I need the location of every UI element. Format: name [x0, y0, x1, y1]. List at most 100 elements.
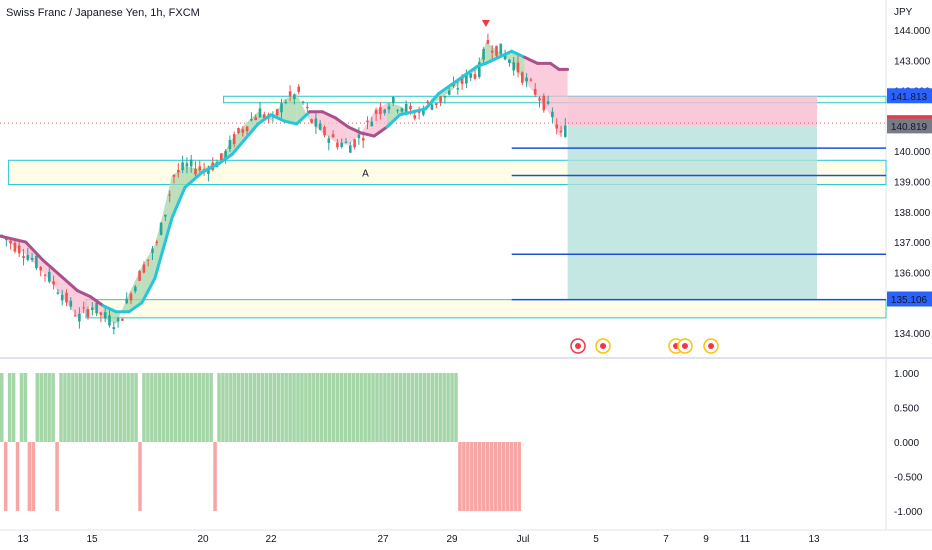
- candle-body: [116, 318, 120, 322]
- price-tick-label: 137.000: [894, 238, 931, 249]
- osc-bar: [118, 373, 122, 442]
- trend-line-seg: [475, 61, 488, 68]
- osc-tick-label: 1.000: [894, 369, 919, 380]
- osc-bar: [138, 442, 142, 511]
- candle-body: [482, 48, 485, 60]
- time-tick-label: 27: [377, 534, 389, 545]
- trend-line-seg: [183, 170, 204, 190]
- osc-bar: [513, 442, 517, 511]
- osc-bar: [146, 373, 150, 442]
- candle-body: [447, 90, 451, 95]
- osc-bar: [462, 442, 466, 511]
- candle-body: [125, 298, 128, 304]
- trend-line-seg: [0, 234, 28, 244]
- trend-line-seg: [462, 64, 479, 77]
- candle-body: [207, 169, 210, 174]
- osc-bar: [158, 373, 162, 442]
- osc-bar: [505, 442, 510, 511]
- candle-body: [22, 256, 25, 259]
- candle-body: [430, 104, 434, 110]
- osc-bar: [371, 373, 375, 442]
- event-icon-dot: [708, 343, 714, 349]
- candle-body: [564, 125, 567, 137]
- osc-bar: [347, 373, 352, 442]
- candle-body: [460, 76, 464, 84]
- osc-bar: [327, 373, 332, 442]
- osc-bar: [319, 373, 324, 442]
- osc-bar: [260, 373, 265, 442]
- candle-body: [91, 307, 94, 311]
- osc-bar: [63, 373, 67, 442]
- trend-fill-2: [43, 260, 61, 294]
- zone-2: [85, 299, 887, 319]
- osc-bar: [142, 373, 146, 442]
- currency-label: JPY: [894, 7, 913, 18]
- osc-bar: [86, 373, 91, 442]
- price-tag-label: 140.819: [891, 122, 928, 133]
- candle-body: [422, 108, 425, 115]
- osc-bar: [205, 373, 209, 442]
- osc-bar: [517, 442, 521, 511]
- osc-bar: [426, 373, 431, 442]
- trend-line-seg: [243, 122, 260, 141]
- osc-tick-label: 0.000: [894, 438, 919, 449]
- candle-body: [310, 119, 313, 123]
- candle-body: [177, 169, 180, 173]
- price-tick-label: 140.000: [894, 147, 931, 158]
- candle-body: [559, 130, 563, 133]
- price-tick-label: 139.000: [894, 178, 931, 189]
- event-icon-dot: [575, 343, 581, 349]
- osc-bar: [359, 373, 363, 442]
- osc-bar: [383, 373, 387, 442]
- candle-body: [78, 313, 81, 322]
- osc-bar: [90, 373, 95, 442]
- candle-body: [65, 292, 68, 303]
- price-tick-label: 138.000: [894, 208, 931, 219]
- candle-body: [151, 248, 154, 253]
- candle-body: [155, 241, 159, 244]
- candle-body: [297, 86, 300, 92]
- candle-body: [17, 245, 21, 254]
- candle-body: [241, 129, 245, 133]
- osc-bar: [181, 373, 186, 442]
- candle-body: [146, 259, 150, 261]
- trend-line-seg: [170, 186, 187, 220]
- candle-body: [370, 121, 374, 127]
- candle-body: [284, 101, 288, 104]
- osc-bar: [272, 373, 277, 442]
- osc-bar: [339, 373, 344, 442]
- candle-body: [168, 194, 171, 196]
- osc-bar: [201, 373, 205, 442]
- candle-body: [35, 255, 38, 269]
- trend-line-seg: [359, 131, 376, 138]
- osc-bar: [126, 373, 130, 442]
- osc-bar: [375, 373, 379, 442]
- candle-body: [263, 114, 266, 119]
- candle-body: [250, 119, 253, 121]
- osc-bar: [122, 373, 126, 442]
- candle-body: [82, 307, 85, 309]
- candle-body: [551, 111, 554, 118]
- candle-body: [512, 62, 515, 71]
- candle-body: [383, 109, 386, 114]
- osc-bar: [466, 442, 470, 511]
- osc-bar: [410, 373, 415, 442]
- candle-body: [99, 312, 103, 315]
- candle-body: [164, 214, 167, 217]
- candle-body: [52, 281, 55, 285]
- trend-line-seg: [282, 119, 299, 126]
- candle-body: [331, 134, 335, 138]
- trend-line-seg: [101, 304, 118, 314]
- trend-line-seg: [161, 216, 174, 250]
- candle-body: [413, 115, 417, 119]
- osc-bar: [154, 373, 158, 442]
- trend-line-seg: [523, 55, 539, 65]
- osc-bar: [442, 373, 446, 442]
- trend-line-seg: [140, 276, 157, 305]
- candle-body: [30, 258, 34, 260]
- candle-body: [26, 255, 30, 260]
- time-tick-label: 15: [86, 534, 98, 545]
- trend-line-seg: [217, 152, 234, 165]
- osc-bar: [308, 373, 312, 442]
